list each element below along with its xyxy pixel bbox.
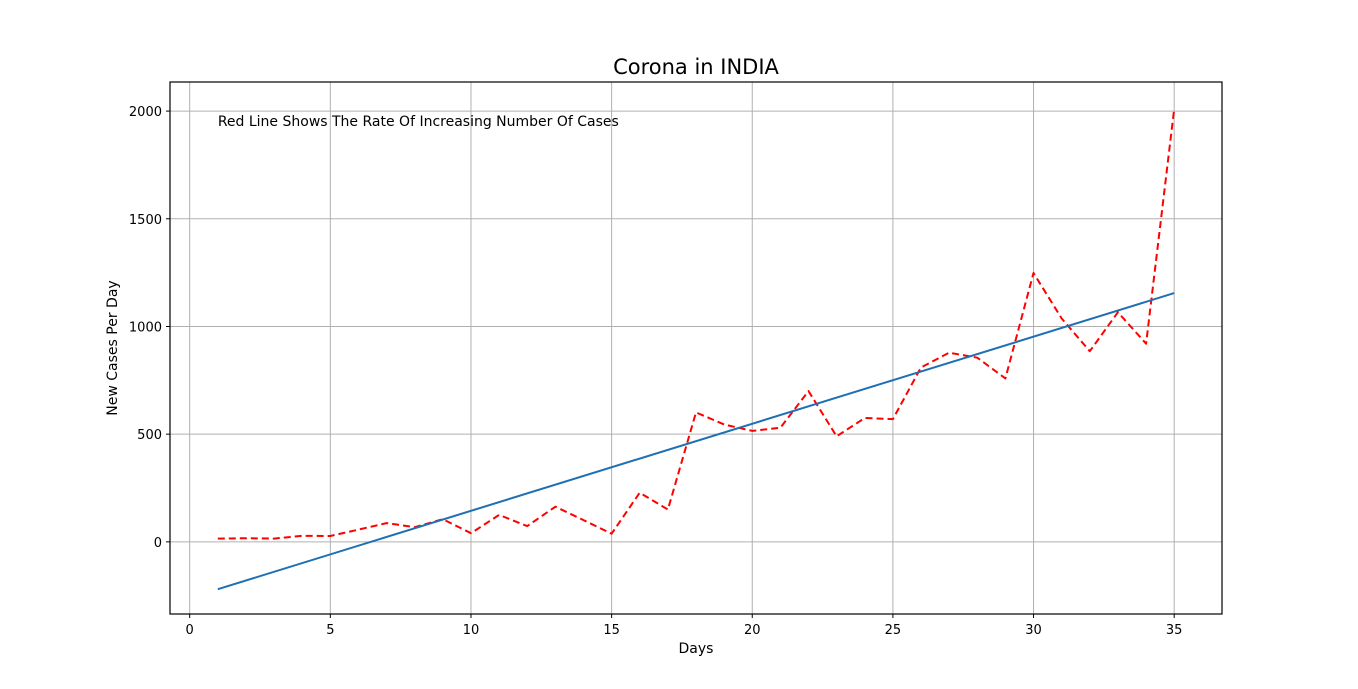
y-axis-label: New Cases Per Day <box>105 280 121 415</box>
chart-title: Corona in INDIA <box>613 55 779 79</box>
x-tick-label: 10 <box>463 623 480 638</box>
y-tick-label: 1500 <box>129 213 162 228</box>
x-tick-label: 20 <box>744 623 761 638</box>
series-layer <box>217 108 1176 591</box>
x-tick-label: 35 <box>1166 623 1183 638</box>
y-tick-label: 2000 <box>129 105 162 120</box>
y-tick-label: 1000 <box>129 320 162 335</box>
y-tick-label: 0 <box>154 536 162 551</box>
chart-annotation: Red Line Shows The Rate Of Increasing Nu… <box>218 114 619 130</box>
new-cases-line <box>217 108 1176 540</box>
y-tick-label: 500 <box>137 428 162 443</box>
x-tick-label: 30 <box>1025 623 1042 638</box>
ticks-layer: 0 5 10 15 20 25 30 35 0 500 1000 1500 2000 <box>129 105 1183 638</box>
x-tick-label: 5 <box>326 623 334 638</box>
x-tick-label: 15 <box>603 623 620 638</box>
x-tick-label: 25 <box>885 623 902 638</box>
trend-line <box>217 292 1175 591</box>
x-tick-label: 0 <box>186 623 194 638</box>
plot-frame <box>169 81 1223 615</box>
grid <box>170 82 1222 614</box>
x-axis-label: Days <box>679 641 714 657</box>
